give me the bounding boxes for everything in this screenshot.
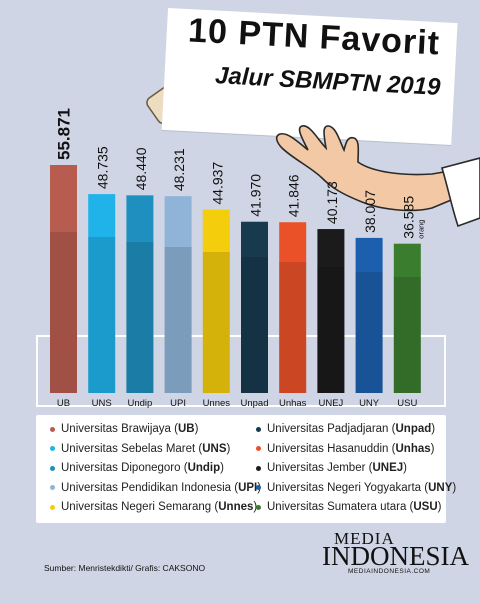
category-label: Unpad bbox=[241, 398, 269, 409]
category-label: UPI bbox=[170, 398, 186, 409]
legend-name: Universitas Diponegoro ( bbox=[61, 462, 188, 474]
legend-swatch bbox=[256, 465, 261, 471]
legend-abbr: UB bbox=[177, 423, 195, 435]
bar-shade bbox=[164, 247, 192, 393]
bar-unnes bbox=[202, 209, 230, 393]
legend-abbr: Unhas bbox=[395, 442, 431, 455]
bar-shade bbox=[393, 277, 421, 393]
legend-swatch bbox=[256, 446, 261, 451]
category-label: Unhas bbox=[279, 398, 307, 409]
legend-name: Universitas Negeri Semarang ( bbox=[61, 501, 219, 513]
value-label: 41.970 bbox=[248, 174, 264, 217]
bar-uns bbox=[88, 194, 116, 393]
bar-upi bbox=[164, 196, 192, 393]
legend-item: Universitas Diponegoro (Undip) bbox=[50, 462, 224, 474]
bar-unpad bbox=[241, 221, 268, 393]
legend-swatch bbox=[50, 426, 55, 432]
legend-name: Universitas Negeri Yogyakarta ( bbox=[267, 481, 429, 494]
value-label: 38.007 bbox=[362, 190, 378, 233]
bar-shade bbox=[202, 252, 230, 393]
value-label: 48.231 bbox=[171, 148, 187, 191]
legend-item: Universitas Jember (UNEJ) bbox=[256, 462, 407, 474]
legend-swatch bbox=[50, 504, 55, 510]
legend-name: Universitas Pendidikan Indonesia ( bbox=[61, 481, 239, 494]
legend-name: Universitas Brawijaya ( bbox=[61, 423, 178, 435]
legend-abbr: Undip bbox=[187, 462, 221, 474]
bar-shade bbox=[88, 237, 116, 393]
hand-illustration-icon bbox=[275, 125, 480, 228]
legend-name: Universitas Padjadjaran ( bbox=[267, 423, 396, 435]
value-label: 40.173 bbox=[324, 181, 340, 224]
category-label: USU bbox=[397, 398, 417, 409]
legend-swatch bbox=[50, 485, 55, 490]
value-label: 44.937 bbox=[209, 162, 225, 205]
legend-item: Universitas Negeri Yogyakarta (UNY) bbox=[256, 482, 456, 494]
bar-ub bbox=[50, 165, 77, 393]
legend-abbr: Unnes bbox=[218, 501, 254, 513]
legend-abbr: Unpad bbox=[395, 423, 432, 435]
legend-abbr: UPI bbox=[238, 481, 258, 494]
value-label: 48.735 bbox=[95, 146, 111, 189]
unit-label: orang bbox=[416, 220, 425, 239]
value-label: 55.871 bbox=[55, 108, 74, 160]
legend-item: Universitas Padjadjaran (Unpad) bbox=[256, 423, 435, 435]
legend-abbr: UNEJ bbox=[372, 462, 404, 474]
legend-name: Universitas Hasanuddin ( bbox=[267, 442, 396, 455]
source-note: Sumber: Menristekdikti/ Grafis: CAKSONO bbox=[44, 563, 206, 573]
brand-logo-main: INDONESIA bbox=[322, 541, 469, 571]
legend-item: Universitas Negeri Semarang (Unnes) bbox=[50, 501, 257, 513]
category-label: Unnes bbox=[203, 398, 231, 409]
bar-shade bbox=[241, 257, 268, 393]
legend: Universitas Brawijaya (UB) Universitas Se… bbox=[36, 415, 456, 523]
legend-item: Universitas Brawijaya (UB) bbox=[50, 423, 198, 435]
legend-name: Universitas Sebelas Maret ( bbox=[61, 442, 203, 455]
legend-item: Universitas Sebelas Maret (UNS) bbox=[50, 443, 230, 455]
bar-unhas bbox=[279, 222, 307, 393]
brand-url: MEDIAINDONESIA.COM bbox=[348, 568, 431, 575]
category-label: UNS bbox=[92, 398, 112, 409]
legend-abbr: UNY bbox=[428, 481, 453, 494]
value-label: 41.846 bbox=[286, 174, 302, 217]
legend-item: Universitas Hasanuddin (Unhas) bbox=[256, 443, 434, 455]
legend-name: Universitas Sumatera utara ( bbox=[267, 501, 414, 513]
category-label: UNEJ bbox=[318, 398, 343, 409]
legend-swatch bbox=[256, 426, 261, 432]
legend-swatch bbox=[256, 504, 261, 510]
category-label: Undip bbox=[127, 398, 152, 409]
category-label: UNY bbox=[359, 398, 380, 409]
bar-undip bbox=[126, 195, 154, 393]
bar-unej bbox=[317, 229, 345, 393]
bar-shade bbox=[50, 232, 77, 393]
bar-uny bbox=[355, 237, 383, 393]
bar-shade bbox=[279, 262, 307, 393]
bar-shade bbox=[126, 242, 154, 393]
legend-swatch bbox=[50, 465, 55, 471]
legend-swatch bbox=[256, 485, 261, 490]
legend-item: Universitas Sumatera utara (USU) bbox=[256, 501, 442, 513]
bar-shade bbox=[355, 272, 383, 393]
legend-item: Universitas Pendidikan Indonesia (UPI) bbox=[50, 482, 261, 494]
brand-logo-top: MEDIA bbox=[334, 529, 395, 548]
category-label: UB bbox=[57, 398, 70, 409]
legend-name: Universitas Jember ( bbox=[267, 462, 373, 474]
legend-abbr: USU bbox=[413, 501, 438, 513]
value-label: 48.440 bbox=[133, 147, 149, 190]
bar-usu bbox=[393, 243, 421, 393]
bar-shade bbox=[317, 267, 345, 393]
value-label: 36.585 bbox=[400, 196, 416, 239]
legend-swatch bbox=[50, 446, 55, 451]
legend-abbr: UNS bbox=[202, 442, 227, 455]
